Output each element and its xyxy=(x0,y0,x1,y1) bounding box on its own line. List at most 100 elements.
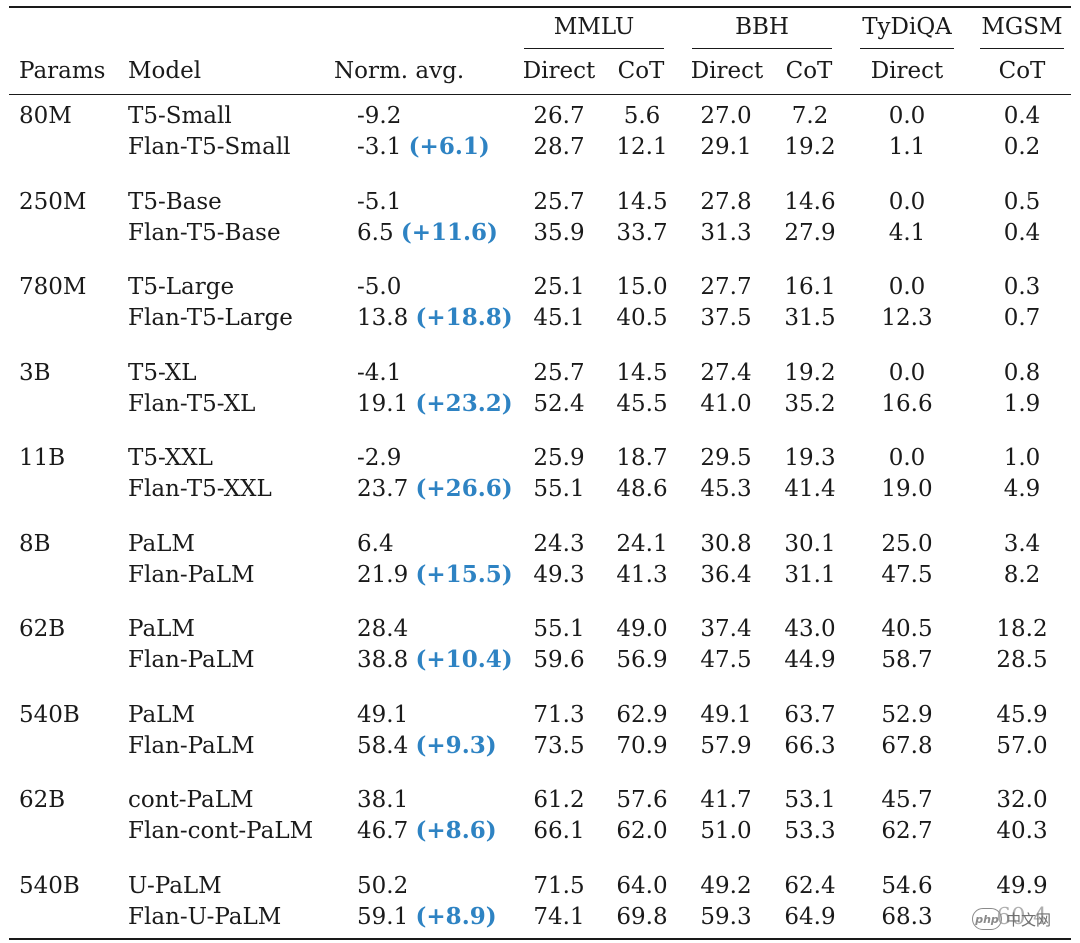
mgsm-cot-cell: 3.4 xyxy=(1003,531,1041,557)
norm-avg-cell: 38.8 (+10.4) xyxy=(357,646,513,674)
model-cell: Flan-cont-PaLM xyxy=(128,818,314,844)
bbh-direct-cell: 27.0 xyxy=(700,103,752,129)
mgsm-cot-cell: 1.9 xyxy=(1003,391,1041,417)
norm-avg-value: 19.1 xyxy=(357,391,409,417)
norm-avg-value: -5.1 xyxy=(357,189,402,215)
bbh-direct-cell: 31.3 xyxy=(700,220,752,246)
model-cell: Flan-PaLM xyxy=(128,647,255,673)
group-header-mmlu: MMLU xyxy=(553,14,635,40)
norm-avg-cell: -4.1 xyxy=(357,360,401,386)
column-header-bbh-cot: CoT xyxy=(785,58,833,84)
group-rule-mmlu xyxy=(524,48,664,49)
model-cell: T5-Small xyxy=(128,103,232,129)
bbh-cot-cell: 19.2 xyxy=(784,134,836,160)
bbh-cot-cell: 14.6 xyxy=(784,189,836,215)
norm-avg-value: 50.2 xyxy=(357,873,409,899)
mmlu-direct-cell: 25.7 xyxy=(533,189,585,215)
mgsm-cot-cell: 1.0 xyxy=(1003,445,1041,471)
group-rule-mgsm xyxy=(980,48,1064,49)
bbh-direct-cell: 37.4 xyxy=(700,616,752,642)
tydiqa-direct-cell: 25.0 xyxy=(881,531,933,557)
norm-avg-cell: 6.4 xyxy=(357,531,394,557)
tydiqa-direct-cell: 0.0 xyxy=(888,360,926,386)
mgsm-cot-cell: 40.3 xyxy=(996,818,1048,844)
norm-avg-value: 23.7 xyxy=(357,476,409,502)
mmlu-cot-cell: 14.5 xyxy=(616,360,668,386)
norm-avg-value: 28.4 xyxy=(357,616,409,642)
model-cell: T5-XL xyxy=(128,360,197,386)
group-rule-tydiqa xyxy=(860,48,954,49)
norm-avg-cell: 19.1 (+23.2) xyxy=(357,390,513,418)
mgsm-cot-cell: 0.5 xyxy=(1003,189,1041,215)
model-cell: Flan-T5-XXL xyxy=(128,476,272,502)
mmlu-direct-cell: 71.5 xyxy=(533,873,585,899)
tydiqa-direct-cell: 4.1 xyxy=(888,220,926,246)
norm-avg-cell: 46.7 (+8.6) xyxy=(357,818,497,845)
mgsm-cot-cell: 0.3 xyxy=(1003,274,1041,300)
model-cell: T5-Base xyxy=(128,189,222,215)
mmlu-direct-cell: 49.3 xyxy=(533,562,585,588)
model-cell: Flan-T5-XL xyxy=(128,391,256,417)
mmlu-direct-cell: 26.7 xyxy=(533,103,585,129)
model-cell: cont-PaLM xyxy=(128,787,254,813)
norm-avg-value: 38.8 xyxy=(357,647,409,673)
norm-avg-value: 21.9 xyxy=(357,562,409,588)
mmlu-cot-cell: 45.5 xyxy=(616,391,668,417)
bbh-direct-cell: 47.5 xyxy=(700,647,752,673)
bbh-direct-cell: 27.7 xyxy=(700,274,752,300)
norm-avg-gain: (+15.5) xyxy=(415,561,513,588)
model-cell: Flan-PaLM xyxy=(128,733,255,759)
bbh-cot-cell: 43.0 xyxy=(784,616,836,642)
header-rule xyxy=(9,94,1071,95)
norm-avg-value: -9.2 xyxy=(357,103,402,129)
mmlu-direct-cell: 61.2 xyxy=(533,787,585,813)
norm-avg-cell: 13.8 (+18.8) xyxy=(357,305,513,332)
bbh-cot-cell: 64.9 xyxy=(784,904,836,930)
norm-avg-value: -3.1 xyxy=(357,134,402,160)
mmlu-cot-cell: 33.7 xyxy=(616,220,668,246)
mmlu-direct-cell: 73.5 xyxy=(533,733,585,759)
tydiqa-direct-cell: 1.1 xyxy=(888,134,926,160)
norm-avg-value: 49.1 xyxy=(357,702,409,728)
mgsm-cot-cell: 45.9 xyxy=(996,702,1048,728)
bbh-cot-cell: 19.2 xyxy=(784,360,836,386)
norm-avg-value: -2.9 xyxy=(357,445,402,471)
norm-avg-cell: 28.4 xyxy=(357,616,408,642)
tydiqa-direct-cell: 12.3 xyxy=(881,305,933,331)
column-header-norm-avg: Norm. avg. xyxy=(334,58,465,84)
norm-avg-gain: (+10.4) xyxy=(415,646,513,673)
mmlu-direct-cell: 59.6 xyxy=(533,647,585,673)
column-header-mmlu-cot: CoT xyxy=(617,58,665,84)
bbh-direct-cell: 41.0 xyxy=(700,391,752,417)
tydiqa-direct-cell: 54.6 xyxy=(881,873,933,899)
model-cell: Flan-T5-Small xyxy=(128,134,291,160)
bbh-direct-cell: 49.1 xyxy=(700,702,752,728)
norm-avg-gain: (+11.6) xyxy=(400,219,498,246)
params-cell: 80M xyxy=(19,103,72,129)
mmlu-cot-cell: 18.7 xyxy=(616,445,668,471)
mmlu-cot-cell: 41.3 xyxy=(616,562,668,588)
norm-avg-cell: 21.9 (+15.5) xyxy=(357,561,513,589)
norm-avg-value: -5.0 xyxy=(357,274,402,300)
norm-avg-cell: 6.5 (+11.6) xyxy=(357,219,498,247)
norm-avg-gain: (+23.2) xyxy=(415,390,513,417)
tydiqa-direct-cell: 0.0 xyxy=(888,103,926,129)
bbh-direct-cell: 59.3 xyxy=(700,904,752,930)
mgsm-cot-cell: 0.8 xyxy=(1003,360,1041,386)
mmlu-cot-cell: 57.6 xyxy=(616,787,668,813)
mmlu-direct-cell: 74.1 xyxy=(533,904,585,930)
watermark-text: 中文网 xyxy=(1006,910,1052,929)
column-header-mgsm-cot: CoT xyxy=(998,58,1046,84)
mmlu-direct-cell: 25.1 xyxy=(533,274,585,300)
bbh-direct-cell: 27.4 xyxy=(700,360,752,386)
params-cell: 780M xyxy=(19,274,87,300)
tydiqa-direct-cell: 68.3 xyxy=(881,904,933,930)
php-logo-icon: php xyxy=(972,908,1002,930)
mmlu-cot-cell: 62.0 xyxy=(616,818,668,844)
bbh-cot-cell: 62.4 xyxy=(784,873,836,899)
norm-avg-value: 58.4 xyxy=(357,733,409,759)
mmlu-cot-cell: 62.9 xyxy=(616,702,668,728)
norm-avg-gain: (+9.3) xyxy=(415,732,497,759)
bbh-cot-cell: 63.7 xyxy=(784,702,836,728)
mgsm-cot-cell: 57.0 xyxy=(996,733,1048,759)
